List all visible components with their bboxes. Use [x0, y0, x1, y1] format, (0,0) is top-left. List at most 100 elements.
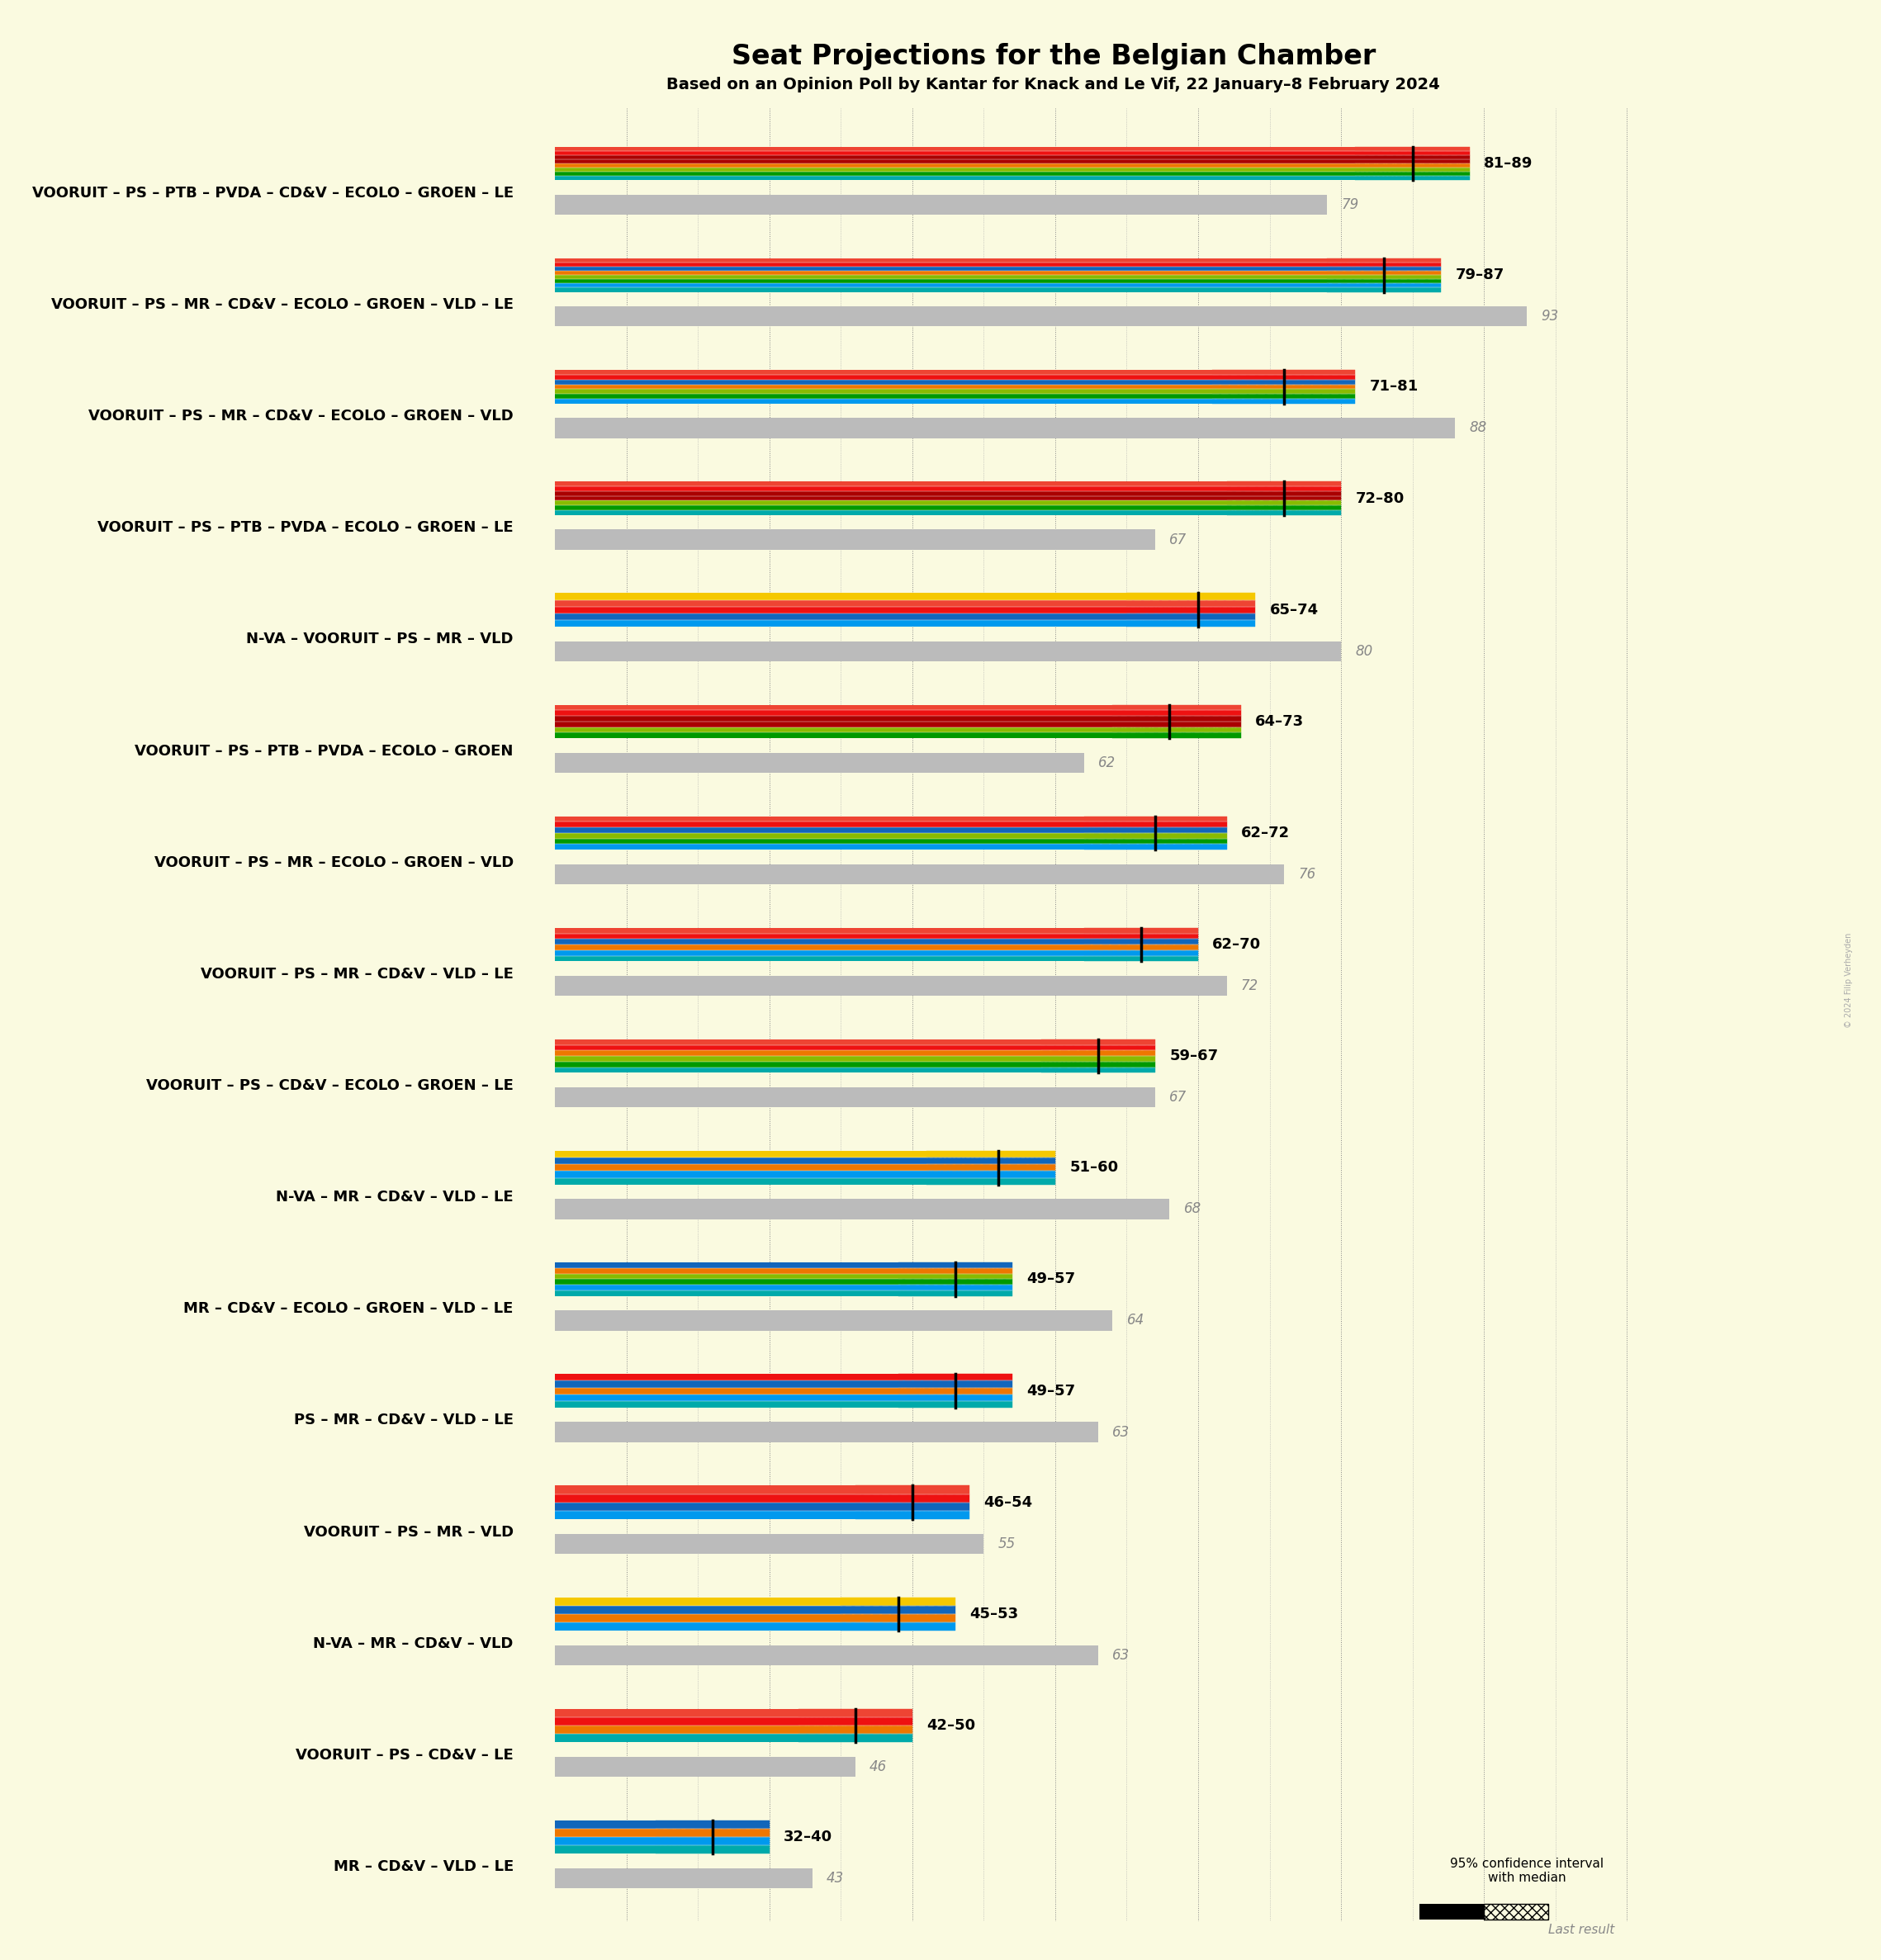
Bar [1083, 833, 1226, 839]
Bar [1226, 500, 1341, 506]
Text: 55: 55 [999, 1537, 1016, 1550]
Bar [1226, 496, 1341, 500]
Bar [555, 1846, 655, 1854]
Bar [555, 1494, 856, 1503]
Bar [555, 169, 1356, 172]
Bar [1226, 510, 1341, 515]
Bar [1040, 1051, 1155, 1056]
Bar [1213, 380, 1356, 384]
Bar [555, 594, 1127, 600]
Bar [1326, 284, 1441, 288]
Text: 43: 43 [826, 1872, 845, 1886]
Bar [1083, 933, 1198, 939]
Bar [1083, 833, 1226, 839]
Bar [798, 1725, 912, 1735]
Bar [1083, 821, 1226, 827]
Bar [1083, 927, 1198, 933]
Bar [1083, 845, 1226, 851]
Bar [856, 1486, 969, 1494]
Bar [1356, 147, 1469, 151]
Text: 79: 79 [1341, 198, 1358, 212]
Bar [1040, 1051, 1155, 1056]
Bar [1356, 176, 1469, 180]
Bar [1213, 394, 1356, 398]
Bar [1226, 506, 1341, 510]
Bar [555, 933, 1083, 939]
Bar [1040, 1039, 1155, 1045]
Bar [1040, 1062, 1155, 1068]
Bar [555, 263, 1326, 267]
Bar [555, 1380, 897, 1388]
Bar [841, 1605, 956, 1613]
Bar [841, 1613, 956, 1623]
Bar [897, 1401, 1012, 1407]
Text: 67: 67 [1170, 533, 1187, 547]
Bar [856, 1503, 969, 1511]
Bar [555, 284, 1326, 288]
Bar [555, 706, 1112, 710]
Bar [841, 1613, 956, 1623]
Bar [555, 1068, 1040, 1072]
Bar [555, 1290, 897, 1296]
Bar [555, 1837, 655, 1846]
Bar [1040, 1068, 1155, 1072]
Bar [1127, 600, 1255, 606]
Bar [555, 727, 1112, 733]
Bar [555, 259, 1326, 263]
Bar [555, 496, 1226, 500]
Bar [897, 1280, 1012, 1286]
Bar [555, 753, 1083, 772]
Bar [555, 1486, 856, 1494]
Bar [555, 1374, 897, 1380]
Bar [1356, 155, 1469, 159]
Bar [555, 1511, 856, 1519]
Text: Last result: Last result [1548, 1923, 1614, 1936]
Bar [555, 1423, 1099, 1443]
Bar [555, 945, 1083, 951]
Bar [655, 1829, 769, 1837]
Bar [555, 839, 1083, 845]
Bar [1226, 500, 1341, 506]
Bar [798, 1717, 912, 1725]
Bar [798, 1735, 912, 1742]
Bar [555, 274, 1326, 280]
Bar [897, 1262, 1012, 1268]
Bar [1083, 951, 1198, 956]
Bar [1213, 390, 1356, 394]
Bar [1213, 398, 1356, 404]
Bar [555, 176, 1356, 180]
Bar [555, 833, 1083, 839]
Bar [1226, 506, 1341, 510]
Bar [555, 1821, 655, 1829]
Bar [1127, 619, 1255, 627]
Bar [555, 1200, 1170, 1219]
Text: 88: 88 [1469, 421, 1488, 435]
Bar [1083, 815, 1226, 821]
Bar [1127, 613, 1255, 619]
Bar [841, 1623, 956, 1631]
Bar [555, 1623, 841, 1631]
Bar [841, 1597, 956, 1605]
Bar [1127, 600, 1255, 606]
Bar [927, 1178, 1055, 1184]
Bar [897, 1374, 1012, 1380]
Text: 76: 76 [1298, 866, 1315, 882]
Bar [1213, 370, 1356, 374]
Text: 64: 64 [1127, 1313, 1144, 1329]
Bar [555, 172, 1356, 176]
Bar [1112, 710, 1241, 715]
Text: 72: 72 [1241, 978, 1258, 994]
Bar [1083, 956, 1198, 960]
Bar [897, 1380, 1012, 1388]
Text: 95% confidence interval
with median: 95% confidence interval with median [1450, 1858, 1603, 1884]
Text: 62–70: 62–70 [1213, 937, 1262, 953]
Bar [555, 1605, 841, 1613]
Bar [856, 1486, 969, 1494]
Bar [927, 1164, 1055, 1170]
Text: 93: 93 [1541, 310, 1559, 323]
Bar [897, 1280, 1012, 1286]
Bar [897, 1388, 1012, 1394]
Bar [555, 280, 1326, 284]
Bar [1326, 267, 1441, 270]
Bar [555, 1533, 984, 1554]
